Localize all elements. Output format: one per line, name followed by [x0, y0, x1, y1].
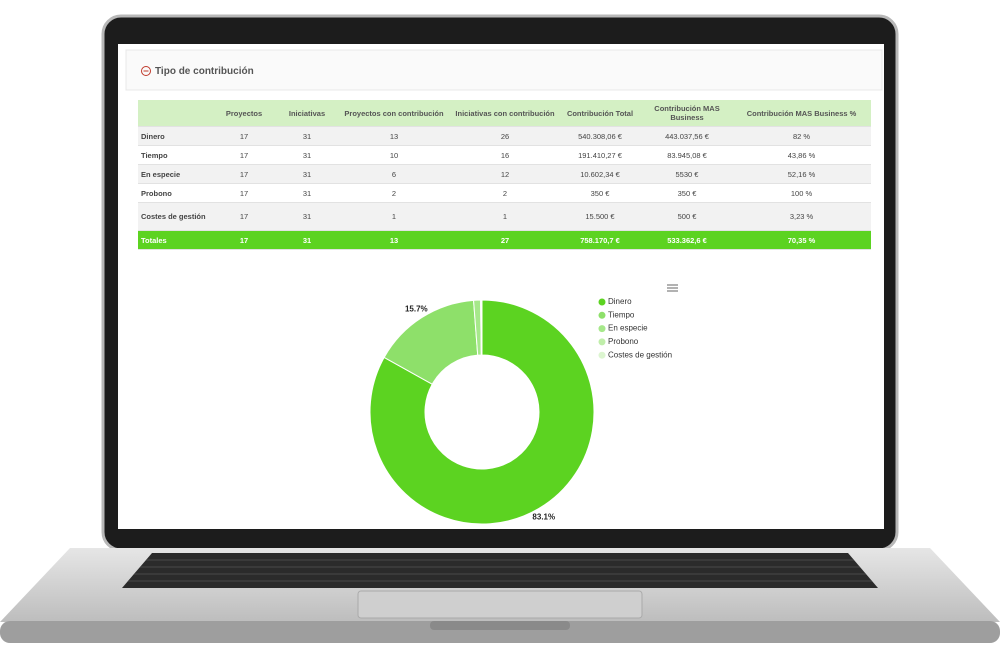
column-header: Iniciativas con contribución: [452, 100, 558, 127]
row-label: Costes de gestión: [138, 202, 210, 231]
table-cell: 70,35 %: [732, 230, 871, 250]
legend-marker[interactable]: [598, 351, 606, 359]
table-cell: 43,86 %: [732, 145, 871, 165]
table-cell: 17: [210, 126, 278, 146]
legend-label[interactable]: Costes de gestión: [608, 350, 672, 359]
legend-marker[interactable]: [598, 298, 606, 306]
table-cell: 10: [336, 145, 452, 165]
notch: [430, 621, 570, 630]
table-cell: 17: [210, 164, 278, 184]
column-header: Contribución MAS Business: [642, 100, 732, 127]
legend-label[interactable]: Probono: [608, 337, 639, 346]
table-row: Costes de gestión 17 31 1 1 15.500 €500 €3,23…: [138, 202, 871, 231]
trackpad: [357, 590, 643, 619]
table-cell: 15.500 €: [558, 202, 642, 231]
table-cell: 17: [210, 145, 278, 165]
legend-marker[interactable]: [598, 338, 606, 346]
table-cell: 82 %: [732, 126, 871, 146]
table-cell: 31: [278, 126, 336, 146]
table-cell: 500 €: [642, 202, 732, 231]
column-header: Contribución Total: [558, 100, 642, 127]
table-row: Totales 17 31 13 27 758.170,7 €533.362,6 €70,…: [138, 230, 871, 250]
donut-chart: 83.1% 15.7% Dinero Tiempo En especie Probono C…: [369, 297, 672, 525]
table-cell: 3,23 %: [732, 202, 871, 231]
table-cell: 191.410,27 €: [558, 145, 642, 165]
table-cell: 540.308,06 €: [558, 126, 642, 146]
table-cell: 31: [278, 230, 336, 250]
table-cell: 27: [452, 230, 558, 250]
slice[interactable]: [369, 299, 595, 525]
table-cell: 83.945,08 €: [642, 145, 732, 165]
header-row: Proyectos Iniciativas Proyectos con contri…: [138, 100, 871, 127]
row-label: Dinero: [138, 126, 210, 146]
table-cell: 13: [336, 230, 452, 250]
table-cell: 2: [452, 183, 558, 203]
table-cell: 31: [278, 145, 336, 165]
table-row: Probono 17 31 2 2 350 €350 €100 %: [138, 183, 871, 203]
keys: [128, 559, 872, 582]
table-cell: 1: [336, 202, 452, 231]
table-cell: 17: [210, 202, 278, 231]
column-header: Iniciativas: [278, 100, 336, 127]
table-cell: 6: [336, 164, 452, 184]
table-cell: 13: [336, 126, 452, 146]
table-cell: 31: [278, 164, 336, 184]
contribution-table: Proyectos Iniciativas Proyectos con contri…: [138, 100, 871, 250]
table-row: En especie 17 31 6 12 10.602,34 €5530 €52,16 …: [138, 164, 871, 184]
table-cell: 100 %: [732, 183, 871, 203]
legend-label[interactable]: Tiempo: [608, 310, 635, 319]
table-row: Dinero 17 31 13 26 540.308,06 €443.037,56 €82…: [138, 126, 871, 146]
table-cell: 443.037,56 €: [642, 126, 732, 146]
header-corner: [138, 100, 210, 127]
table-cell: 31: [278, 202, 336, 231]
table-cell: 758.170,7 €: [558, 230, 642, 250]
table-cell: 5530 €: [642, 164, 732, 184]
table-cell: 31: [278, 183, 336, 203]
base-edge: [0, 621, 1000, 643]
table-cell: 2: [336, 183, 452, 203]
collapse-icon[interactable]: [141, 66, 151, 76]
row-label: Tiempo: [138, 145, 210, 165]
table-cell: 17: [210, 183, 278, 203]
keyboard: [122, 553, 878, 588]
legend-marker[interactable]: [598, 325, 606, 333]
column-header: Contribución MAS Business %: [732, 100, 871, 127]
legend-label[interactable]: En especie: [608, 324, 648, 333]
table-cell: 52,16 %: [732, 164, 871, 184]
table-cell: 350 €: [558, 183, 642, 203]
data-label: 83.1%: [532, 512, 555, 521]
table-row: Tiempo 17 31 10 16 191.410,27 €83.945,08 €43,…: [138, 145, 871, 165]
table-cell: 26: [452, 126, 558, 146]
menu-icon[interactable]: [667, 284, 678, 292]
row-label: Probono: [138, 183, 210, 203]
legend-label[interactable]: Dinero: [608, 297, 632, 306]
data-label: 15.7%: [405, 304, 428, 313]
table-cell: 16: [452, 145, 558, 165]
section-header: [125, 49, 883, 91]
section-title: Tipo de contribución: [155, 66, 254, 77]
column-header: Proyectos: [210, 100, 278, 127]
table-cell: 12: [452, 164, 558, 184]
table-cell: 1: [452, 202, 558, 231]
table-cell: 17: [210, 230, 278, 250]
row-label: Totales: [138, 230, 210, 250]
table-cell: 10.602,34 €: [558, 164, 642, 184]
legend-marker[interactable]: [598, 311, 606, 319]
slice[interactable]: [480, 299, 483, 356]
table-cell: 350 €: [642, 183, 732, 203]
table-cell: 533.362,6 €: [642, 230, 732, 250]
row-label: En especie: [138, 164, 210, 184]
column-header: Proyectos con contribución: [336, 100, 452, 127]
